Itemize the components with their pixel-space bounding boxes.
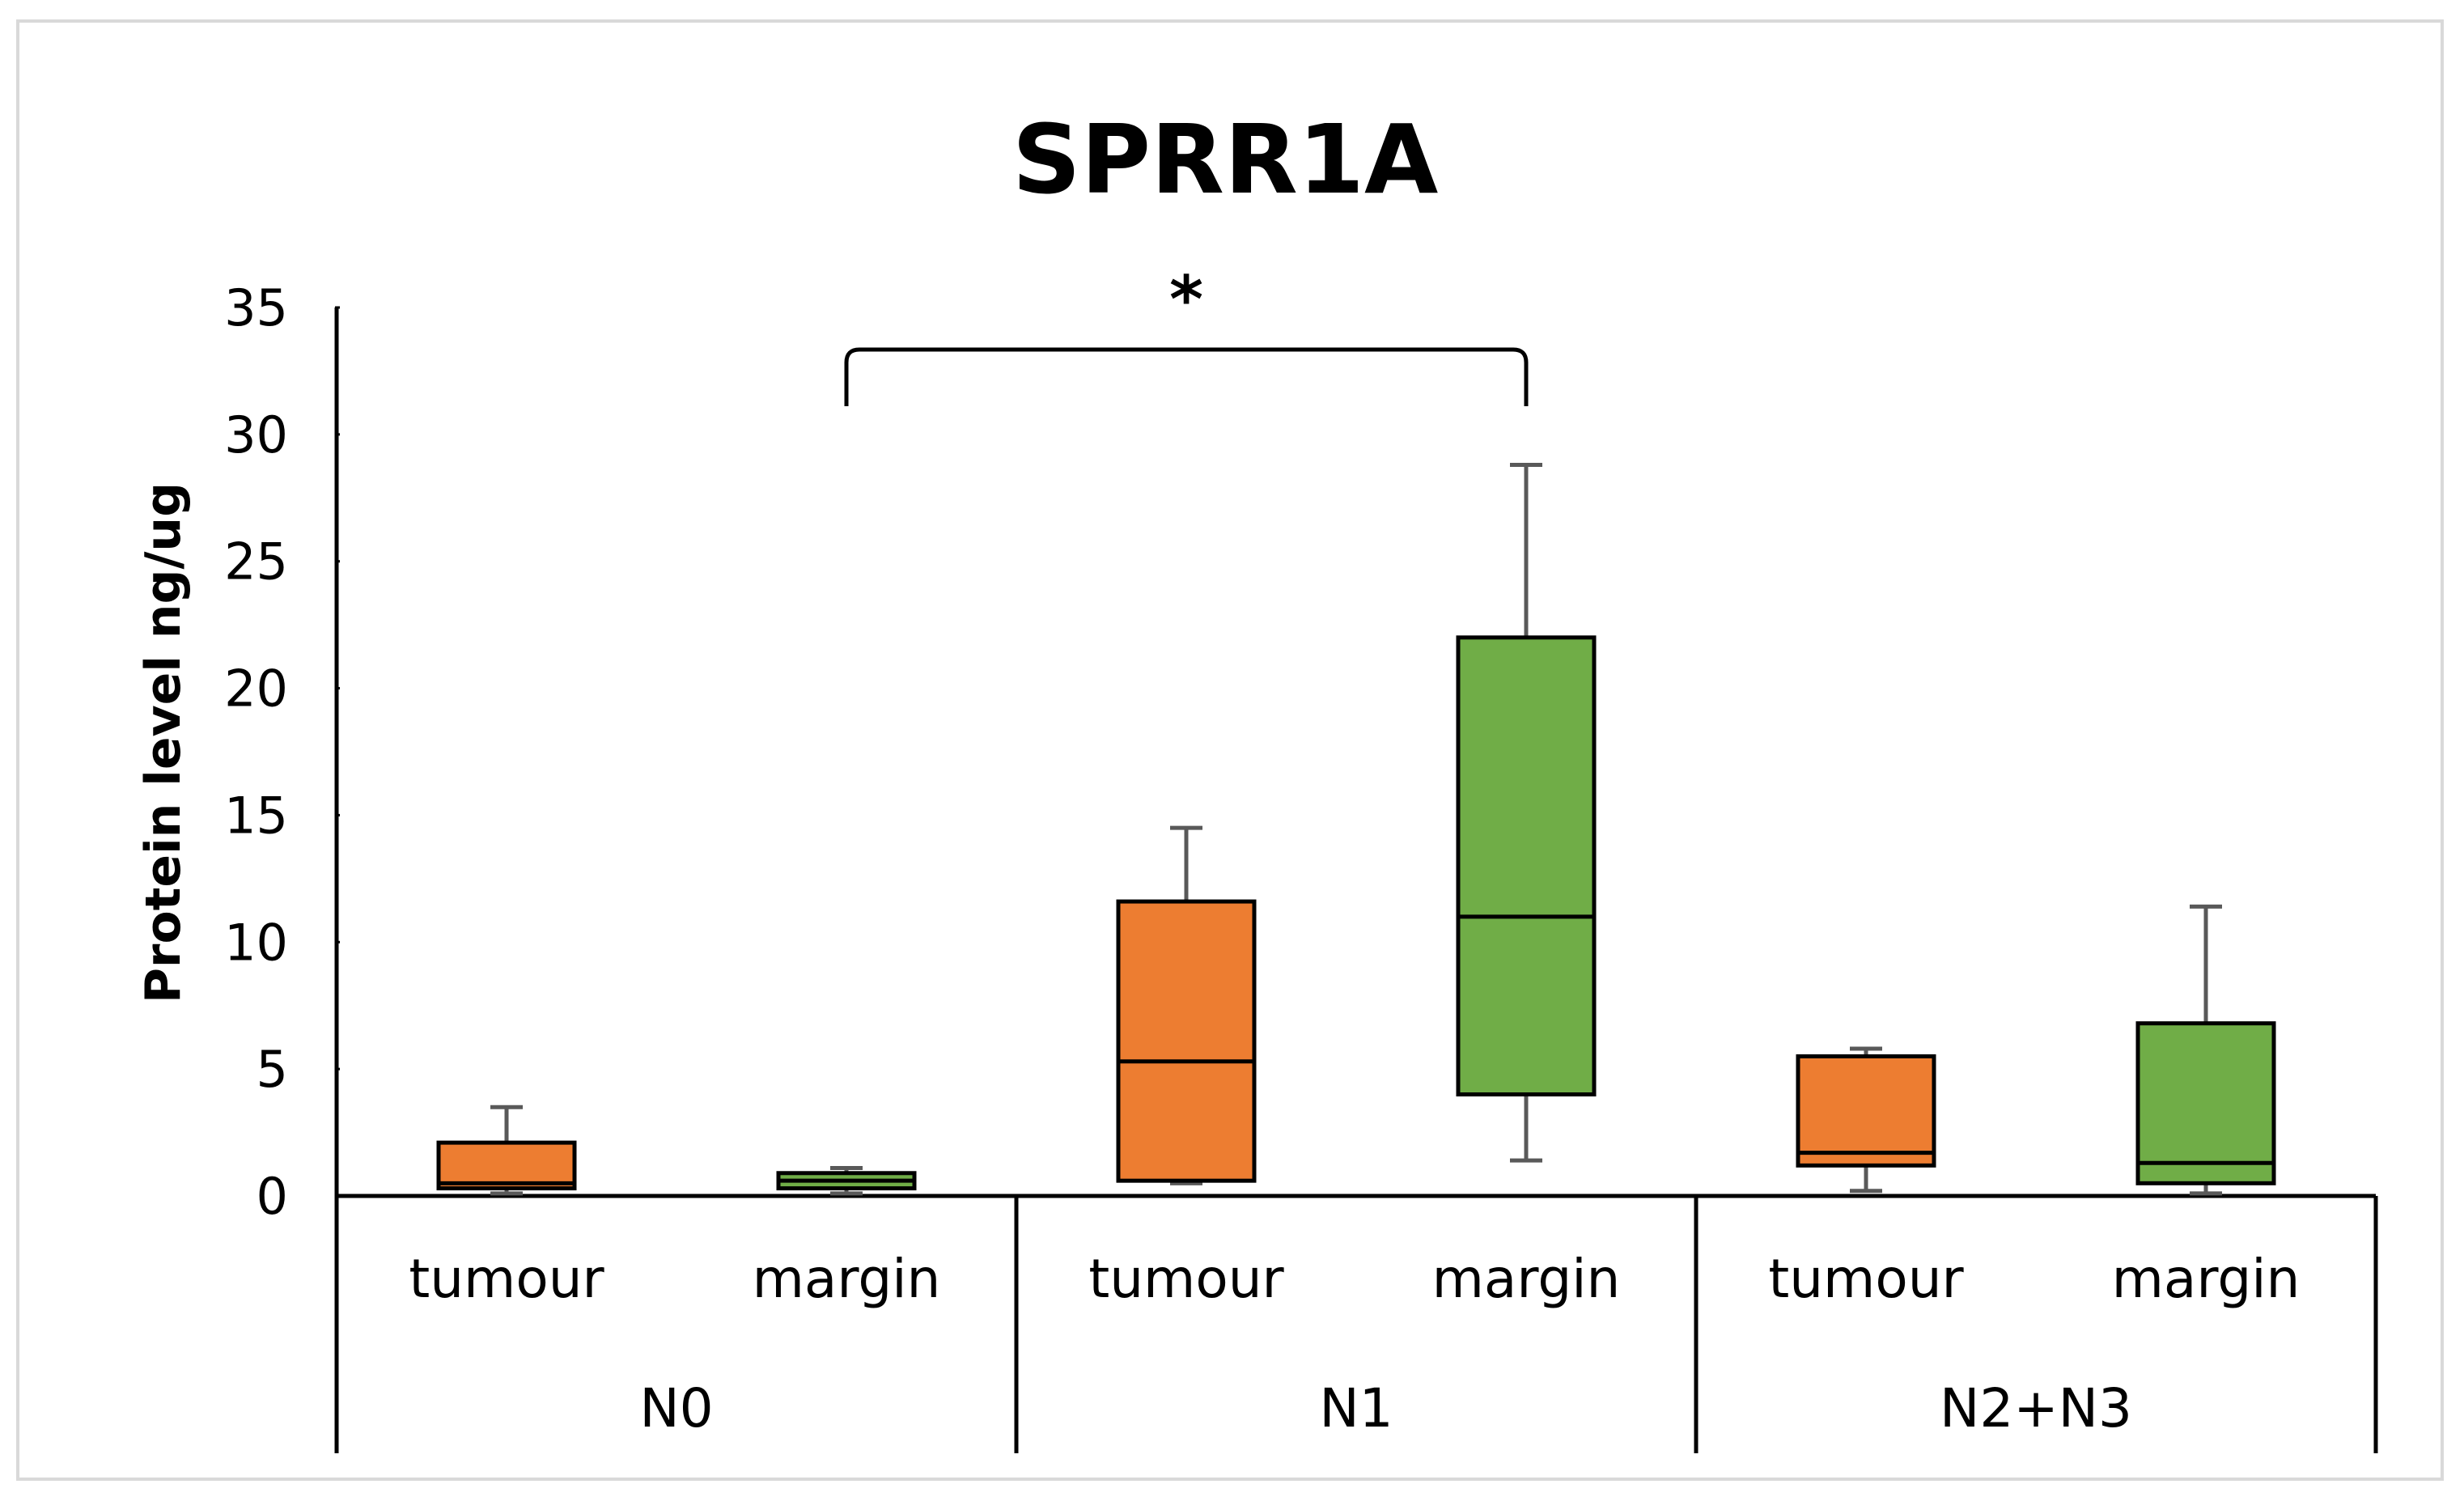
group-label: N2+N3 xyxy=(1940,1377,2132,1440)
category-label: tumour xyxy=(1768,1248,1964,1310)
chart-title: SPRR1A xyxy=(1012,104,1439,215)
box-n2n3-margin xyxy=(2135,1021,2276,1185)
y-tick-label: 25 xyxy=(224,532,288,591)
category-label: margin xyxy=(1432,1248,1621,1310)
box-n1-tumour xyxy=(1116,899,1257,1183)
y-axis-title: Protein level ng/ug xyxy=(135,482,192,1003)
box-plot-chart: SPRR1A Protein level ng/ug 0 5 10 15 20 25 30 3… xyxy=(135,104,2378,1453)
y-tick-label: 35 xyxy=(224,278,288,337)
significance-marker: * xyxy=(1169,262,1203,337)
box-n1-margin xyxy=(1456,635,1597,1097)
category-label: tumour xyxy=(1088,1248,1284,1310)
box-n0-tumour xyxy=(436,1140,577,1191)
y-tick-label: 30 xyxy=(224,405,288,464)
y-tick-label: 10 xyxy=(224,913,288,972)
y-tick-label: 0 xyxy=(257,1167,288,1226)
significance-bracket xyxy=(844,347,1529,406)
box-n2n3-tumour xyxy=(1796,1054,1936,1168)
y-tick-label: 20 xyxy=(224,659,288,719)
group-label: N1 xyxy=(1319,1377,1393,1440)
category-label: tumour xyxy=(409,1248,604,1310)
chart-frame: SPRR1A Protein level ng/ug 0 5 10 15 20 25 30 3… xyxy=(16,19,2444,1481)
category-label: margin xyxy=(2112,1248,2301,1310)
plot-area: 0 5 10 15 20 25 30 35 tumour margin N0 tumour margin… xyxy=(224,262,2378,1453)
y-tick-label: 15 xyxy=(224,786,288,845)
category-label: margin xyxy=(753,1248,941,1310)
y-tick-label: 5 xyxy=(257,1040,288,1099)
group-label: N0 xyxy=(639,1377,713,1440)
